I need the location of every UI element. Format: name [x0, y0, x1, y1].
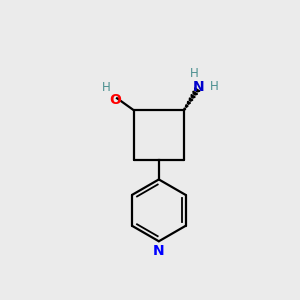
Text: H: H — [101, 81, 110, 94]
Text: N: N — [153, 244, 165, 258]
Text: O: O — [110, 93, 122, 107]
Polygon shape — [195, 88, 200, 92]
Text: H: H — [210, 80, 219, 93]
Polygon shape — [191, 94, 195, 98]
Text: H: H — [189, 67, 198, 80]
Polygon shape — [184, 108, 186, 110]
Text: N: N — [193, 80, 205, 94]
Polygon shape — [193, 91, 198, 95]
Polygon shape — [188, 101, 190, 104]
Polygon shape — [185, 105, 188, 107]
Polygon shape — [189, 98, 193, 101]
